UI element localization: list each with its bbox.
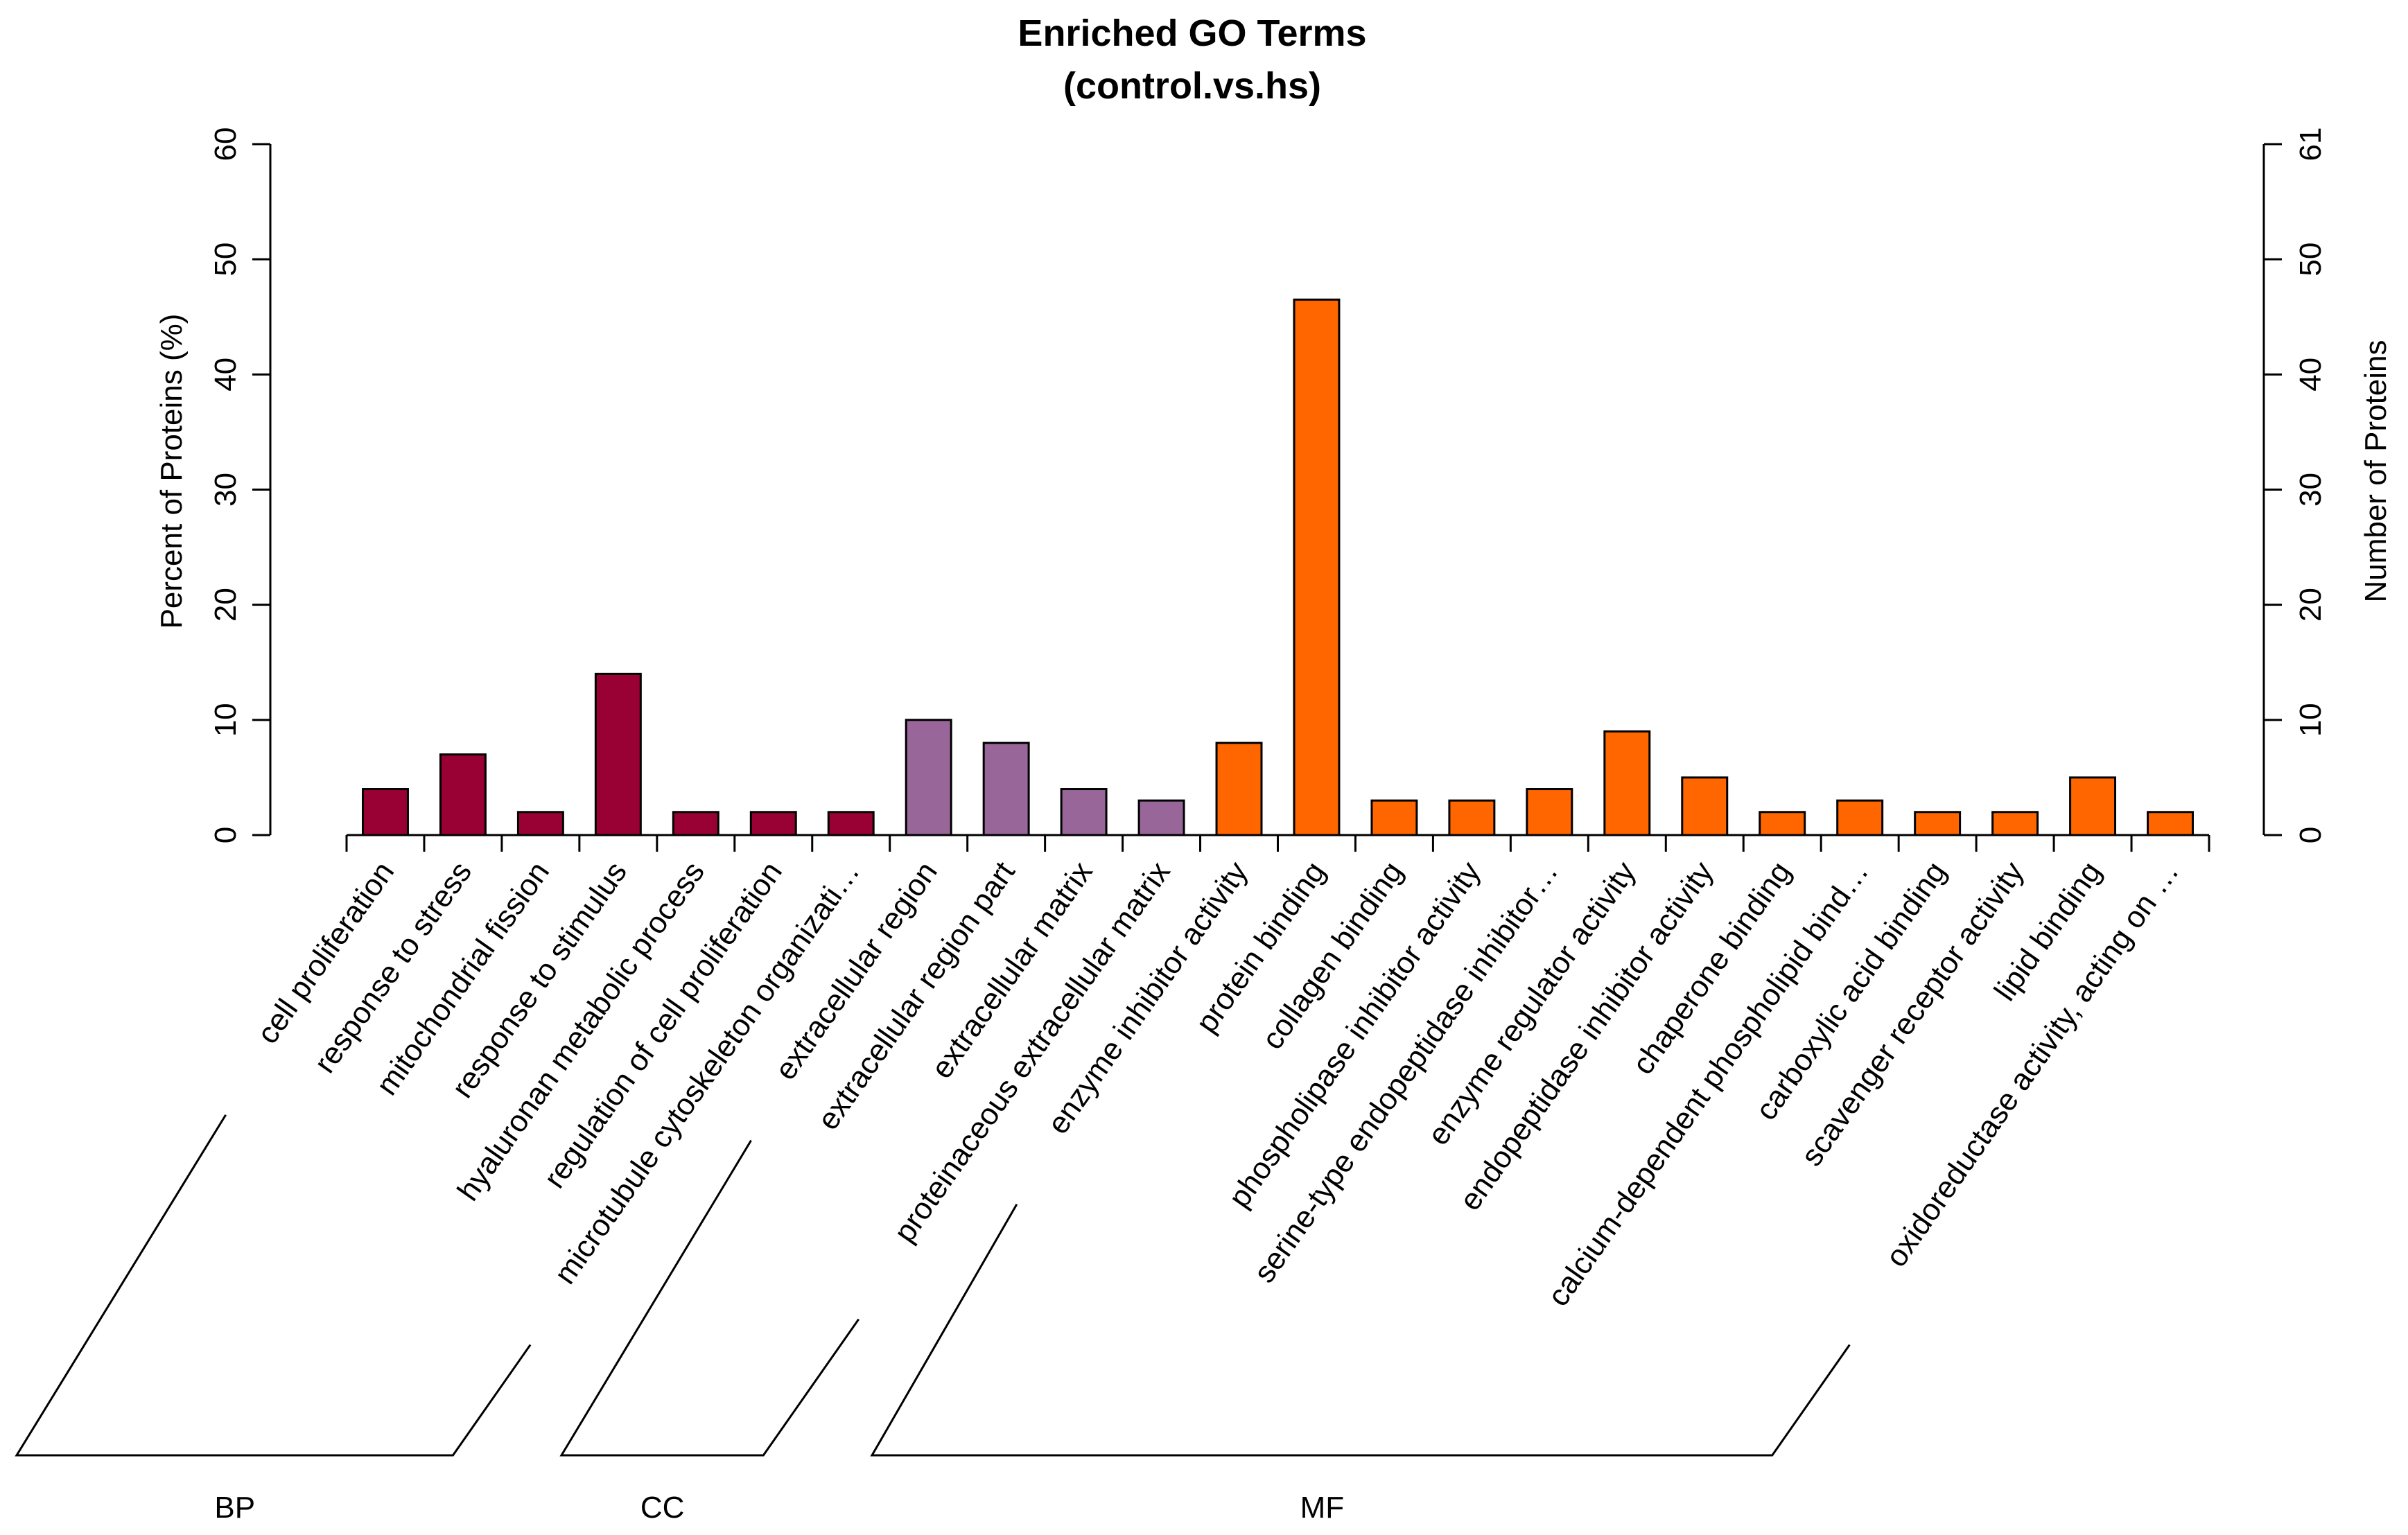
bar-17 (1603, 730, 1651, 836)
group-brackets: BP CC MF (15, 1114, 1851, 1525)
bar-16 (1526, 788, 1573, 836)
right-tick-label: 0 (2294, 827, 2328, 843)
category-label-14: collagen binding (1255, 856, 1410, 1056)
bar-5 (672, 811, 719, 836)
left-tick-label: 60 (209, 128, 243, 161)
x-axis (345, 834, 2210, 852)
bracket-cc (559, 1139, 860, 1457)
bar-18 (1681, 776, 1729, 836)
bar-15 (1448, 799, 1496, 836)
bar-series (362, 298, 2194, 836)
bar-13 (1293, 298, 1341, 836)
bar-2 (439, 753, 487, 836)
bar-6 (749, 811, 797, 836)
group-label-mf: MF (1300, 1491, 1345, 1525)
bar-3 (516, 811, 564, 836)
bar-14 (1370, 799, 1418, 836)
group-label-cc: CC (640, 1491, 685, 1525)
bar-8 (905, 719, 952, 836)
bar-10 (1060, 788, 1108, 836)
left-tick-label: 50 (209, 243, 243, 277)
right-y-axis: 0 10 20 30 40 50 61 (2262, 128, 2328, 843)
bar-1 (362, 788, 409, 836)
bar-22 (1991, 811, 2039, 836)
bracket-mf (870, 1204, 1851, 1457)
bar-12 (1215, 742, 1263, 836)
left-y-axis: 0 10 20 30 40 50 60 (209, 128, 272, 843)
bar-9 (982, 742, 1030, 836)
bar-7 (827, 811, 875, 836)
right-tick-label: 30 (2294, 473, 2328, 507)
category-label-24: oxidoreductase activity, acting on … (1879, 856, 2185, 1273)
group-label-bp: BP (214, 1491, 255, 1525)
bracket-bp (15, 1114, 532, 1457)
left-tick-label: 0 (209, 827, 243, 843)
chart-subtitle: (control.vs.hs) (1063, 65, 1321, 107)
left-tick-label: 40 (209, 358, 243, 392)
right-tick-label: 20 (2294, 588, 2328, 622)
bar-20 (1836, 799, 1884, 836)
bar-24 (2147, 811, 2194, 836)
right-tick-label: 10 (2294, 703, 2328, 737)
right-tick-label: 61 (2294, 128, 2328, 161)
bar-21 (1914, 811, 1962, 836)
bar-11 (1137, 799, 1185, 836)
left-axis-title: Percent of Proteins (%) (155, 314, 189, 629)
bar-23 (2069, 776, 2117, 836)
chart-title: Enriched GO Terms (1018, 12, 1366, 54)
left-tick-label: 20 (209, 588, 243, 622)
left-tick-label: 30 (209, 473, 243, 507)
right-tick-label: 50 (2294, 243, 2328, 277)
bar-19 (1759, 811, 1806, 836)
right-axis-title: Number of Proteins (2359, 340, 2393, 602)
bar-4 (594, 672, 642, 836)
left-tick-label: 10 (209, 703, 243, 737)
right-tick-label: 40 (2294, 358, 2328, 392)
category-label-1: cell proliferation (250, 856, 401, 1051)
